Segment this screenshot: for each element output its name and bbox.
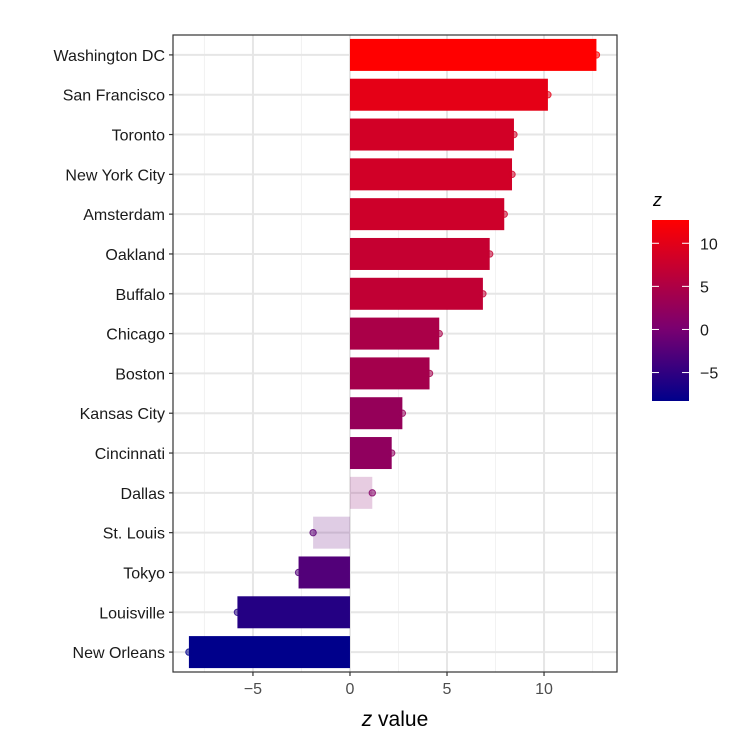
bar [349, 357, 430, 390]
data-point [544, 91, 552, 99]
y-axis-labels: Washington DC San Francisco Toronto New Yor… [54, 48, 173, 662]
y-tick-label: Oakland [105, 247, 165, 264]
bar [349, 237, 490, 270]
color-legend: z 10 5 0 −5 [652, 190, 718, 401]
data-point [435, 329, 443, 338]
bar [298, 556, 350, 589]
x-tick-label: 0 [346, 681, 355, 698]
bar [349, 118, 514, 151]
legend-tick-label: 5 [700, 279, 709, 296]
bar [349, 437, 392, 470]
data-point [398, 409, 407, 417]
y-tick-label: San Francisco [63, 88, 165, 105]
y-tick-label: Amsterdam [83, 207, 165, 224]
legend-colorbar [652, 220, 689, 401]
bar [349, 158, 513, 191]
data-point [388, 449, 396, 457]
y-tick-label: New York City [65, 167, 165, 184]
bar [349, 277, 483, 310]
y-tick-label: Toronto [112, 128, 165, 145]
x-tick-label: 10 [535, 681, 553, 698]
x-tick-label: 5 [443, 681, 452, 698]
y-tick-label: Chicago [106, 327, 165, 344]
bars [185, 38, 601, 669]
y-tick-label: Kansas City [80, 406, 165, 423]
bar [349, 476, 373, 509]
y-tick-label: Washington DC [54, 48, 165, 65]
data-point [425, 369, 434, 378]
y-tick-label: Boston [115, 366, 165, 383]
bar [349, 317, 440, 350]
data-point [485, 250, 494, 258]
y-tick-label: Dallas [121, 486, 165, 503]
y-tick-label: Buffalo [115, 287, 165, 304]
y-tick-label: New Orleans [73, 645, 165, 662]
y-tick-label: Tokyo [123, 565, 165, 582]
y-tick-label: Cincinnati [95, 446, 165, 463]
bar [349, 78, 548, 111]
x-axis-title: z value [361, 708, 429, 731]
bar [349, 198, 505, 231]
data-point [294, 568, 303, 577]
x-tick-label: −5 [244, 681, 262, 698]
legend-tick-label: 0 [700, 322, 709, 339]
legend-tick-label: −5 [700, 366, 718, 383]
y-tick-label: Louisville [99, 605, 165, 622]
data-point [500, 210, 508, 218]
bar [237, 596, 350, 629]
y-tick-label: St. Louis [103, 526, 165, 543]
bar [349, 38, 597, 71]
data-point [185, 648, 193, 656]
legend-tick-label: 10 [700, 236, 718, 253]
data-point [233, 608, 242, 616]
bar [188, 636, 350, 669]
data-point [479, 290, 487, 298]
data-point [508, 170, 516, 179]
panel-border [172, 34, 618, 673]
data-point [309, 528, 317, 537]
data-point [510, 130, 518, 139]
bar [313, 516, 350, 549]
bar [349, 397, 403, 430]
x-axis-labels: −5 0 5 10 [244, 672, 553, 698]
data-point [592, 51, 601, 59]
data-point [368, 489, 376, 497]
legend-title: z [652, 190, 662, 210]
